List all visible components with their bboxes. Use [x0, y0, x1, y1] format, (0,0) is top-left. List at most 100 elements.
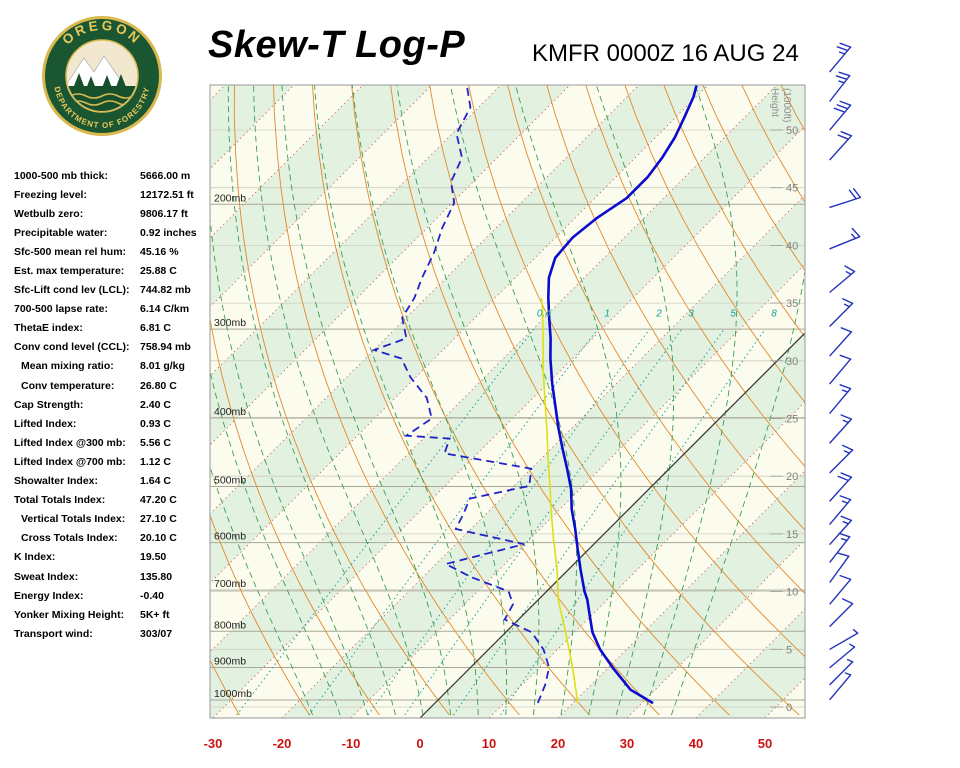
wind-barb [829, 602, 854, 627]
height-label: 35 [786, 298, 798, 310]
index-row: Wetbulb zero: 9806.17 ft [14, 204, 214, 223]
wind-barb [829, 674, 852, 701]
index-value: 135.80 [140, 570, 173, 583]
index-row: Conv temperature: 26.80 C [14, 376, 214, 395]
wind-barb [829, 498, 852, 525]
height-axis-title: (1000ft) [781, 88, 792, 122]
index-value: 45.16 % [140, 245, 179, 258]
temp-axis-label: 50 [758, 736, 772, 751]
temp-axis-label: -10 [342, 736, 361, 751]
height-axis-title: Height [769, 88, 780, 117]
index-row: Sfc-Lift cond lev (LCL): 744.82 mb [14, 281, 214, 300]
index-value: 8.01 g/kg [140, 360, 185, 373]
index-row: Sweat Index: 135.80 [14, 567, 214, 586]
index-row: Conv cond level (CCL): 758.94 mb [14, 338, 214, 357]
index-row: ThetaE index: 6.81 C [14, 319, 214, 338]
plot-area [210, 85, 805, 718]
index-label: Transport wind: [14, 627, 93, 640]
index-value: 1.64 C [140, 475, 171, 488]
pressure-axis: 200mb 300mb 400mb 500mb 600mb 700mb 800mb 900mb… [214, 192, 777, 700]
indices-panel: 1000-500 mb thick: 5666.00 m Freezing leve… [14, 166, 214, 643]
page-title: Skew-T Log-P [208, 24, 466, 66]
index-label: Est. max temperature: [14, 265, 125, 278]
pressure-label: 1000mb [214, 688, 252, 700]
temp-axis: -30 -20 -10 0 10 20 30 40 50 [204, 736, 773, 751]
index-label: ThetaE index: [14, 322, 83, 335]
wind-barb [829, 449, 854, 474]
wind-barb [829, 104, 852, 131]
index-label: Cap Strength: [14, 398, 84, 411]
index-label: Cross Totals Index: [21, 532, 118, 545]
index-value: 0.93 C [140, 417, 171, 430]
index-value: 9806.17 ft [140, 207, 188, 220]
height-label: 5 [786, 644, 792, 656]
index-row: Cross Totals Index: 20.10 C [14, 529, 214, 548]
pressure-label: 900mb [214, 656, 246, 668]
index-label: Lifted Index @300 mb: [14, 436, 126, 449]
index-value: 25.88 C [140, 265, 177, 278]
mixing-ratio-label: 2 [655, 309, 662, 320]
temp-axis-label: 0 [416, 736, 423, 751]
temperature-trace [546, 85, 698, 705]
wind-barb [829, 536, 851, 563]
index-value: 5.56 C [140, 436, 171, 449]
index-row: Mean mixing ratio: 8.01 g/kg [14, 357, 214, 376]
index-row: Freezing level: 12172.51 ft [14, 185, 214, 204]
index-value: 1.12 C [140, 455, 171, 468]
tree-icons [74, 73, 126, 89]
index-label: Conv cond level (CCL): [14, 341, 130, 354]
pressure-label: 800mb [214, 619, 246, 631]
index-row: 1000-500 mb thick: 5666.00 m [14, 166, 214, 185]
index-label: Sfc-500 mean rel hum: [14, 245, 127, 258]
wind-barb [829, 196, 862, 209]
wind-barb [829, 661, 854, 686]
pressure-label: 200mb [214, 192, 246, 204]
index-row: K Index: 19.50 [14, 548, 214, 567]
index-value: 26.80 C [140, 379, 177, 392]
pressure-label: 700mb [214, 578, 246, 590]
wind-barb [829, 555, 850, 583]
mixing-ratio-label: 0.4 [537, 309, 551, 320]
temp-axis-label: 40 [689, 736, 703, 751]
index-value: 47.20 C [140, 494, 177, 507]
mixing-ratio-label: 5 [730, 309, 736, 320]
index-row: Sfc-500 mean rel hum: 45.16 % [14, 242, 214, 261]
index-label: Precipitable water: [14, 226, 108, 239]
odf-logo: OREGON DEPARTMENT OF FORESTRY [42, 16, 162, 136]
index-value: -0.40 [140, 589, 164, 602]
index-row: Lifted Index: 0.93 C [14, 414, 214, 433]
wind-barb [829, 519, 853, 545]
height-label: 25 [786, 414, 798, 426]
wind-barb [829, 578, 852, 605]
index-label: Mean mixing ratio: [21, 360, 114, 373]
index-label: Wetbulb zero: [14, 207, 84, 220]
height-label: 10 [786, 587, 798, 599]
pressure-label: 300mb [214, 317, 246, 329]
index-label: Lifted Index: [14, 417, 77, 430]
index-value: 758.94 mb [140, 341, 191, 354]
index-value: 2.40 C [140, 398, 171, 411]
temp-axis-label: 20 [551, 736, 565, 751]
pressure-label: 600mb [214, 531, 246, 543]
index-label: Lifted Index @700 mb: [14, 455, 126, 468]
mixing-ratio-label: 3 [688, 309, 694, 320]
index-row: Showalter Index: 1.64 C [14, 472, 214, 491]
wind-barb [829, 387, 852, 414]
index-value: 6.14 C/km [140, 303, 190, 316]
index-row: Cap Strength: 2.40 C [14, 395, 214, 414]
wind-barb [829, 270, 856, 293]
wind-barbs [829, 42, 862, 701]
index-row: 700-500 lapse rate: 6.14 C/km [14, 300, 214, 319]
mixing-ratio-label: 8 [771, 309, 777, 320]
moist-adiabats [210, 85, 805, 716]
index-label: Total Totals Index: [14, 494, 106, 507]
temp-axis-label: -30 [204, 736, 223, 751]
index-label: 1000-500 mb thick: [14, 169, 108, 182]
index-row: Lifted Index @700 mb: 1.12 C [14, 452, 214, 471]
wind-barb [829, 235, 861, 250]
index-value: 20.10 C [140, 532, 177, 545]
index-label: Showalter Index: [14, 475, 99, 488]
wind-barb [829, 302, 854, 327]
dry-adiabats [210, 85, 805, 716]
wind-barb [829, 418, 853, 444]
